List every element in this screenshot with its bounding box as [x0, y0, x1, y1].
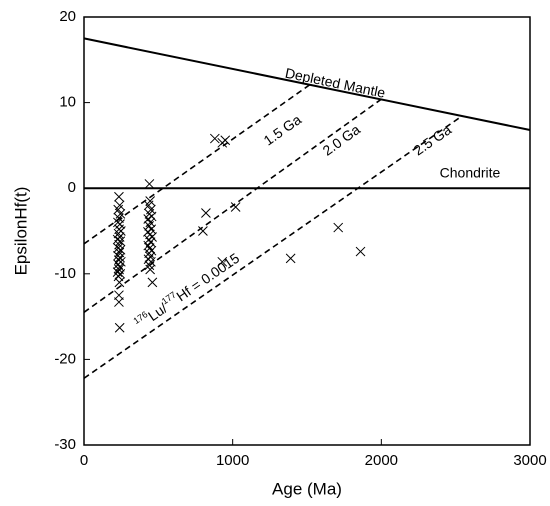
line-label: 1.5 Ga	[260, 111, 304, 148]
data-point	[144, 221, 154, 231]
x-tick-label: 3000	[513, 452, 546, 469]
data-point	[115, 244, 126, 255]
data-point	[217, 256, 228, 267]
data-point	[146, 256, 156, 267]
y-tick-label: 10	[59, 94, 76, 111]
x-tick-label: 1000	[216, 452, 249, 469]
data-point	[144, 260, 155, 271]
x-tick-label: 0	[80, 452, 88, 469]
data-point	[147, 277, 158, 288]
reference-line	[83, 98, 382, 313]
x-tick-label: 2000	[365, 452, 398, 469]
reference-line	[83, 37, 531, 131]
annotation: 176Lu/177Hf = 0.0015	[132, 248, 243, 332]
plot-frame	[83, 16, 531, 446]
data-point	[144, 179, 155, 189]
data-point	[143, 240, 154, 251]
line-label: 2.0 Ga	[320, 121, 364, 159]
data-point	[230, 202, 241, 212]
data-point	[333, 222, 344, 233]
y-axis-title: EpsilonHf(t)	[11, 187, 30, 276]
reference-line	[83, 83, 311, 245]
data-point	[113, 228, 124, 239]
data-point	[113, 271, 124, 282]
data-point	[112, 267, 123, 277]
data-point	[355, 246, 366, 257]
data-point	[145, 264, 156, 275]
line-label: Chondrite	[440, 165, 501, 181]
data-point	[114, 322, 125, 333]
y-tick-label: 20	[59, 8, 76, 25]
data-point	[201, 208, 211, 218]
data-point	[220, 135, 231, 146]
y-tick-label: 0	[68, 179, 76, 196]
data-point	[115, 268, 126, 279]
data-point	[114, 191, 124, 202]
y-tick-label: -20	[54, 350, 76, 367]
data-point	[285, 253, 296, 264]
data-point	[115, 252, 125, 263]
data-point	[209, 133, 220, 144]
data-point	[114, 277, 125, 288]
data-point	[115, 236, 126, 247]
reference-line	[83, 115, 463, 379]
y-tick-label: -30	[54, 436, 76, 453]
x-axis-title: Age (Ma)	[272, 479, 342, 498]
line-label: Depleted Mantle	[284, 65, 387, 101]
y-tick-label: -10	[54, 265, 76, 282]
data-point	[114, 297, 124, 307]
data-point	[198, 226, 208, 236]
line-label: 2.5 Ga	[410, 121, 454, 158]
annotation-part: Hf = 0.0015	[173, 249, 242, 304]
data-point	[114, 290, 124, 301]
